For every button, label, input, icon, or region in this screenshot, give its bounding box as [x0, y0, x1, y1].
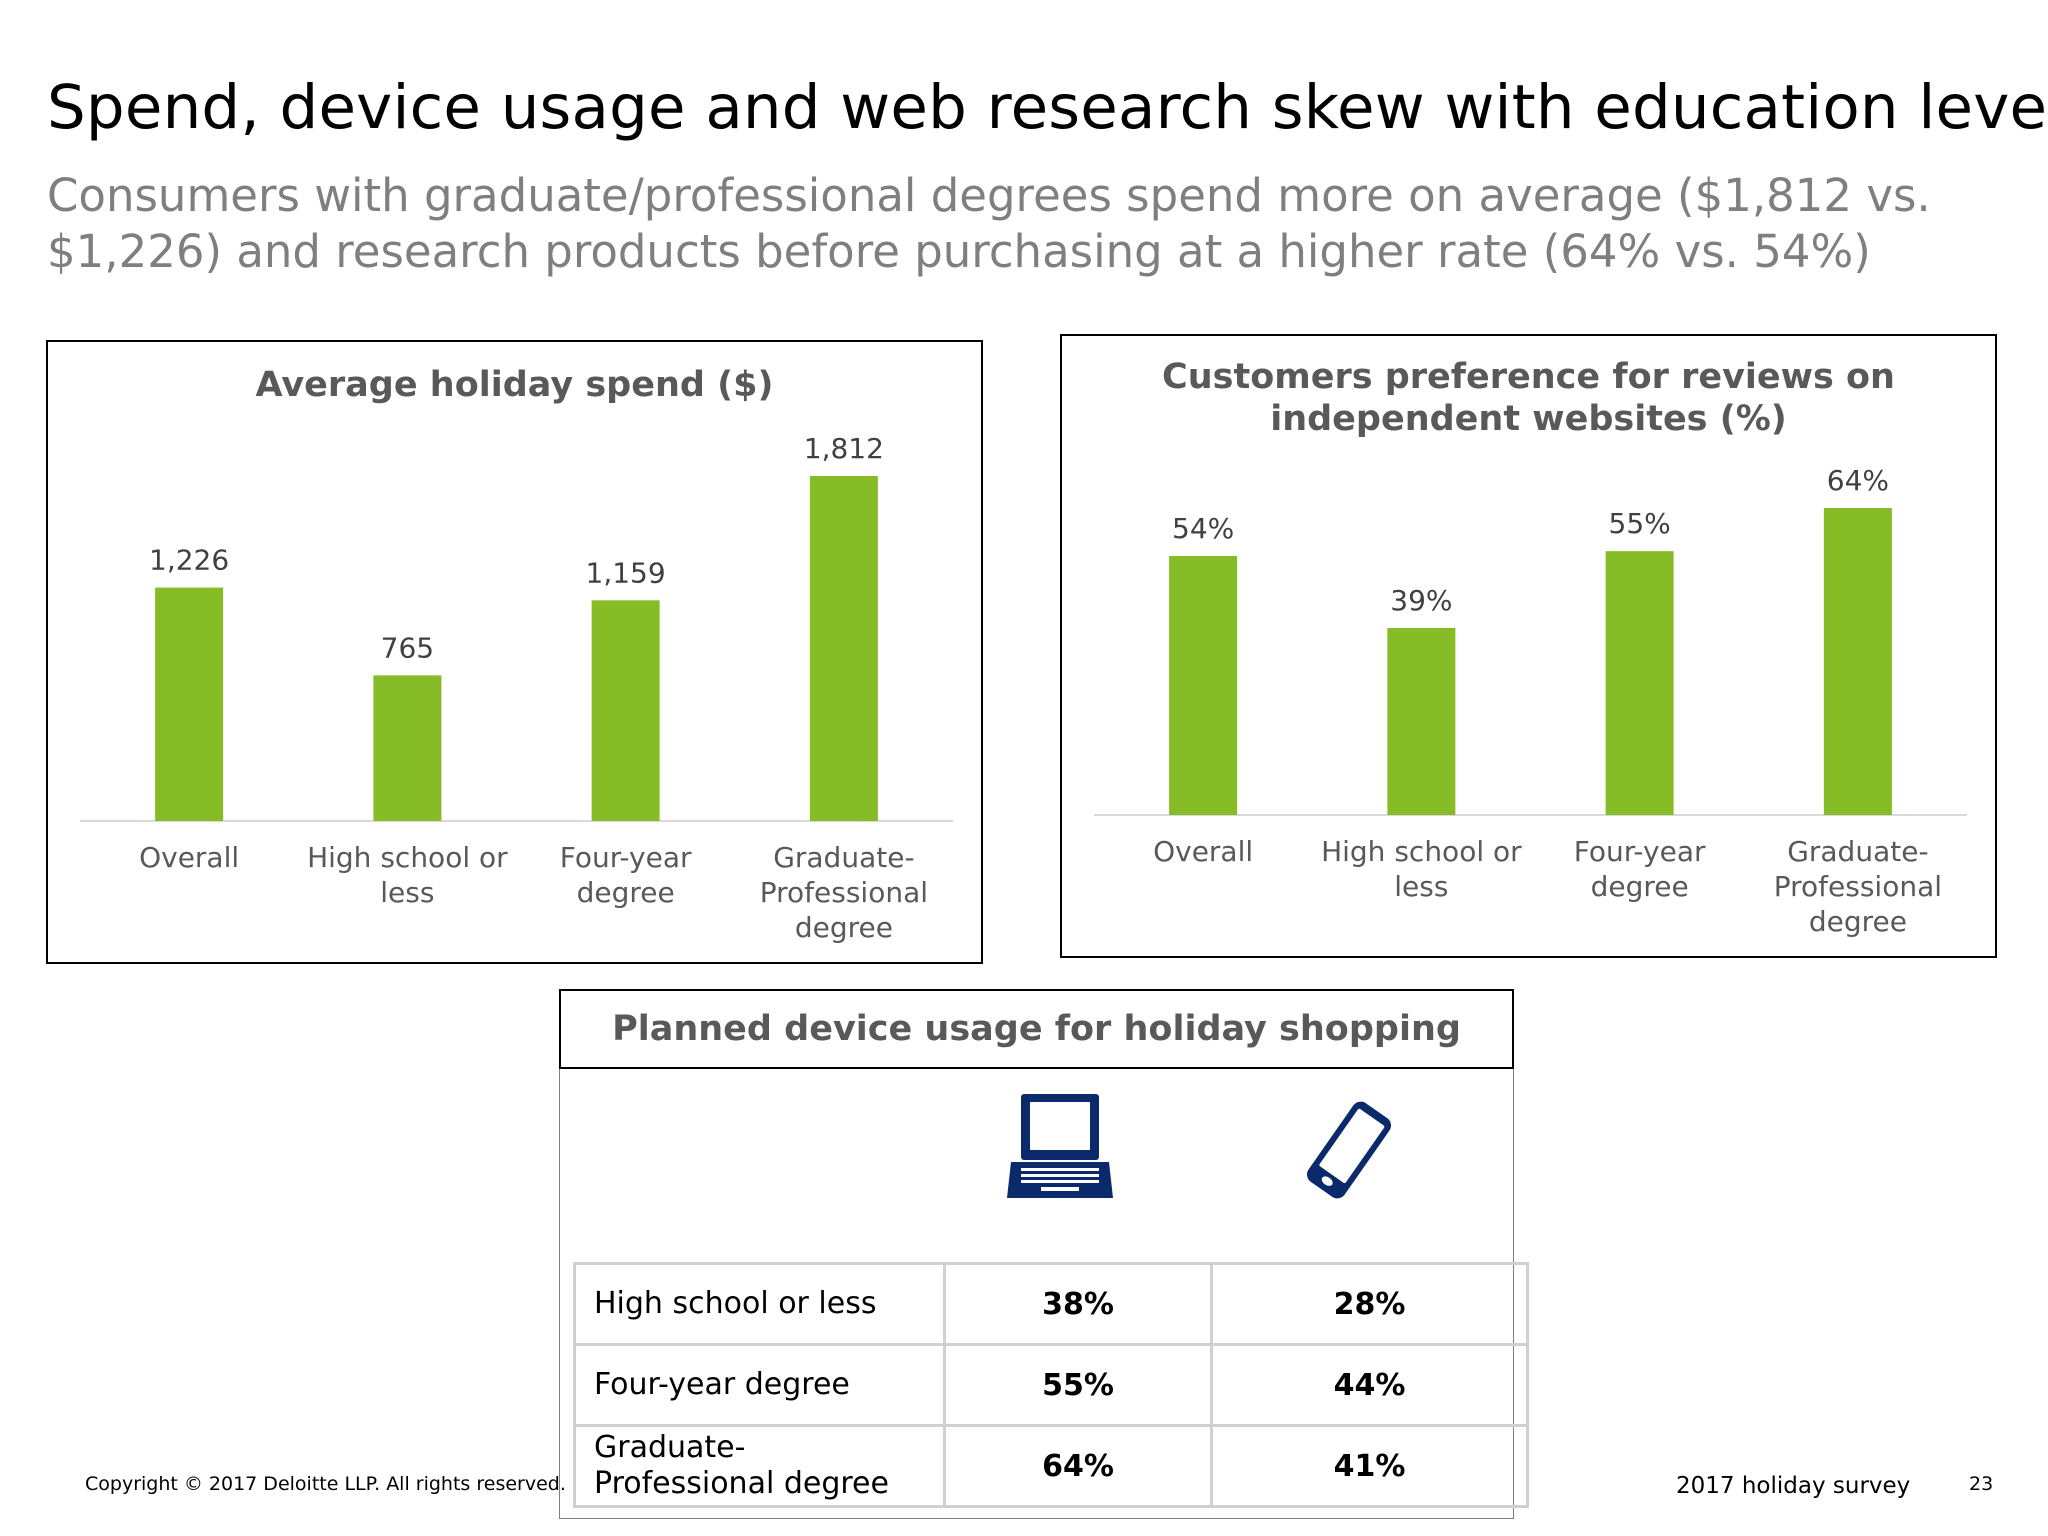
laptop-value: 64%: [943, 1424, 1213, 1508]
bar: [373, 675, 442, 821]
category-label: less: [1394, 870, 1448, 903]
category-label: degree: [577, 876, 675, 909]
category-label: less: [380, 876, 434, 909]
page-title: Spend, device usage and web research ske…: [47, 72, 2048, 143]
smartphone-value: 44%: [1210, 1343, 1529, 1427]
bar: [1823, 508, 1892, 815]
bar: [155, 587, 224, 821]
data-label: 1,159: [586, 556, 666, 589]
smartphone-value: 41%: [1210, 1424, 1529, 1508]
category-label: degree: [795, 911, 893, 944]
device-usage-title: Planned device usage for holiday shoppin…: [559, 989, 1514, 1069]
category-label: Graduate-: [1787, 835, 1928, 868]
row-label: High school or less: [573, 1262, 946, 1346]
chart-panel-holiday-spend: Average holiday spend ($) 1,226 Overall 76…: [46, 340, 983, 964]
category-label: Professional: [760, 876, 928, 909]
laptop-icon: [1007, 1094, 1113, 1198]
table-row: High school or less 38% 28%: [573, 1262, 1529, 1346]
row-label: Graduate-Professional degree: [573, 1424, 946, 1508]
category-label: Graduate-: [773, 841, 914, 874]
page-subtitle: Consumers with graduate/professional deg…: [47, 169, 1931, 278]
copyright-notice: Copyright © 2017 Deloitte LLP. All right…: [85, 1473, 566, 1495]
data-label: 55%: [1609, 507, 1671, 540]
category-label: High school or: [307, 841, 508, 874]
page-number: 23: [1969, 1473, 1994, 1495]
data-label: 765: [381, 631, 434, 664]
bar: [591, 600, 660, 821]
chart-panel-reviews-preference: Customers preference for reviews on inde…: [1060, 334, 1997, 958]
smartphone-icon: [1306, 1101, 1392, 1199]
bar: [809, 476, 878, 821]
category-label: Overall: [139, 841, 239, 874]
bar: [1387, 627, 1456, 815]
data-label: 54%: [1172, 512, 1234, 545]
smartphone-value: 28%: [1210, 1262, 1529, 1346]
device-usage-table: High school or less 38% 28% Four-year de…: [573, 1262, 1529, 1508]
data-label: 1,812: [804, 432, 884, 465]
laptop-value: 38%: [943, 1262, 1213, 1346]
category-label: degree: [1591, 870, 1689, 903]
category-label: High school or: [1321, 835, 1522, 868]
category-label: Four-year: [1574, 835, 1706, 868]
chart-title: Customers preference for reviews on inde…: [1162, 357, 1895, 439]
bar: [1605, 551, 1674, 815]
survey-label: 2017 holiday survey: [1676, 1473, 1911, 1499]
category-label: Professional: [1774, 870, 1942, 903]
table-row: Four-year degree 55% 44%: [573, 1343, 1529, 1427]
category-label: Four-year: [560, 841, 692, 874]
data-label: 39%: [1390, 584, 1452, 617]
bar: [1169, 555, 1238, 815]
table-row: Graduate-Professional degree 64% 41%: [573, 1424, 1529, 1508]
category-label: Overall: [1153, 835, 1253, 868]
chart-title: Average holiday spend ($): [255, 365, 774, 405]
data-label: 1,226: [149, 544, 229, 577]
category-label: degree: [1809, 905, 1907, 938]
row-label: Four-year degree: [573, 1343, 946, 1427]
laptop-value: 55%: [943, 1343, 1213, 1427]
data-label: 64%: [1827, 464, 1889, 497]
